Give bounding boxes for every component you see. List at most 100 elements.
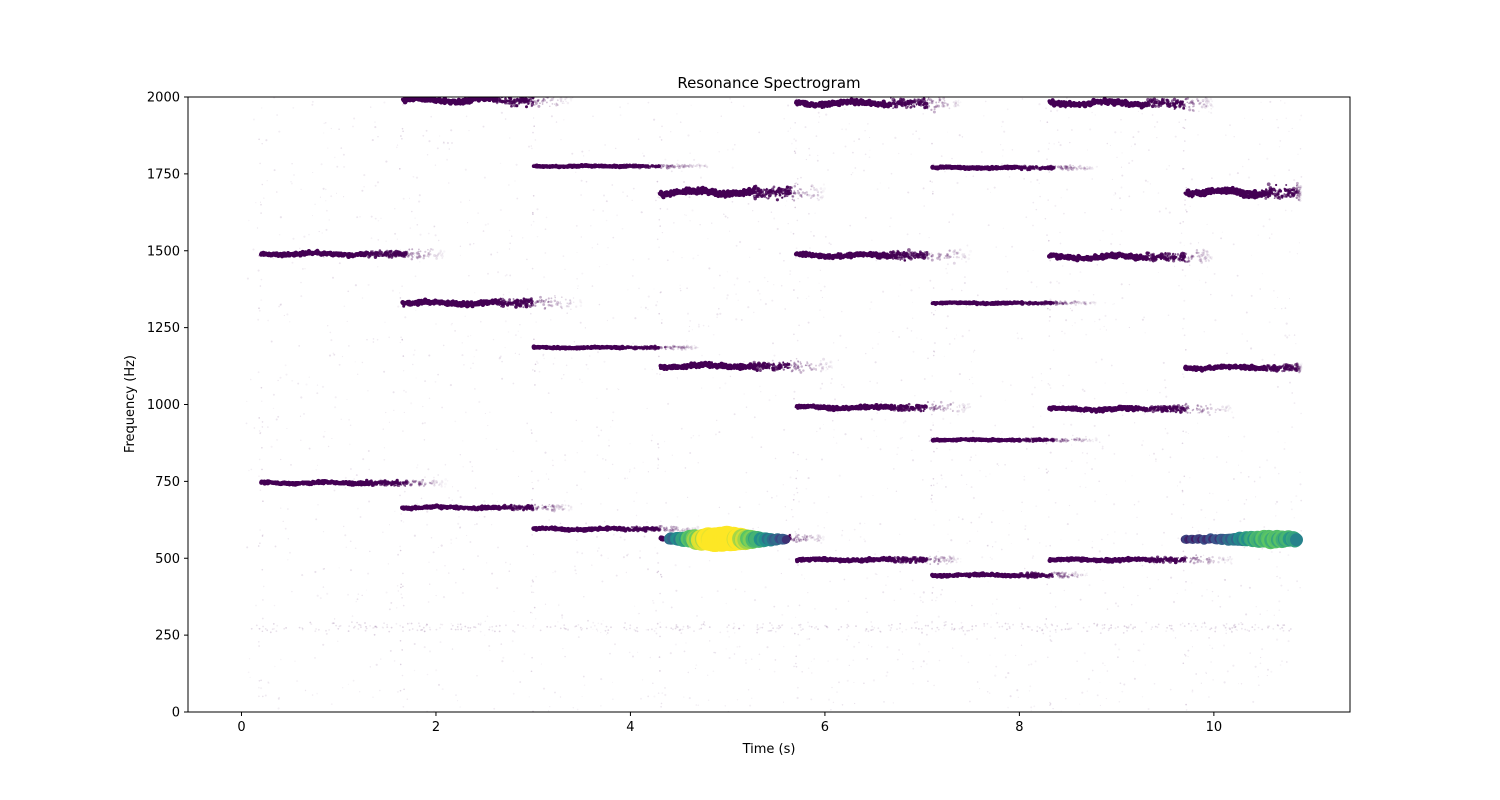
track-point (510, 105, 513, 108)
noise-point (612, 317, 614, 319)
noise-point (880, 182, 881, 183)
noise-point (600, 503, 601, 504)
noise-point (987, 691, 989, 693)
noise-point (415, 218, 416, 219)
noise-point (322, 232, 323, 233)
noise-point (777, 228, 779, 230)
noise-point (1263, 526, 1265, 528)
track-point (381, 483, 384, 486)
noise-point (721, 115, 722, 116)
track-point (532, 509, 534, 511)
band-point (460, 623, 462, 625)
noise-point (424, 476, 426, 478)
noise-point (1025, 525, 1027, 527)
noise-point (732, 201, 734, 203)
noise-point (643, 155, 645, 157)
noise-point (673, 251, 674, 252)
band-point (944, 625, 946, 627)
noise-point (1039, 183, 1040, 184)
noise-point (987, 545, 988, 546)
noise-point (887, 576, 888, 577)
noise-point (656, 552, 658, 554)
noise-point (460, 706, 461, 707)
noise-point (263, 197, 265, 199)
noise-point (1159, 211, 1161, 213)
noise-point (997, 463, 999, 465)
noise-point (1191, 178, 1193, 180)
band-point (587, 620, 589, 622)
noise-point (927, 680, 929, 682)
track-point (420, 256, 421, 257)
band-point (800, 624, 802, 626)
band-point (757, 624, 759, 626)
noise-point (582, 628, 583, 629)
noise-point (397, 306, 399, 308)
noise-point (435, 669, 437, 671)
track-point (549, 106, 550, 107)
noise-point (424, 422, 426, 424)
noise-point (397, 691, 399, 693)
noise-point (1092, 670, 1094, 672)
noise-point (371, 237, 373, 239)
noise-point (441, 545, 443, 547)
noise-point (492, 493, 493, 494)
noise-point (746, 472, 748, 474)
noise-point (1158, 579, 1159, 580)
noise-point (316, 693, 318, 695)
noise-point (289, 552, 291, 554)
noise-point (383, 459, 385, 461)
noise-point (597, 630, 598, 631)
band-point (769, 630, 771, 632)
noise-point (368, 469, 370, 471)
noise-point (473, 243, 474, 244)
noise-point (1218, 596, 1219, 597)
band-point (335, 625, 337, 627)
band-point (1171, 625, 1173, 627)
noise-point (805, 126, 807, 128)
band-point (494, 631, 496, 633)
noise-point (667, 259, 669, 261)
band-point (451, 628, 453, 630)
noise-point (833, 152, 835, 154)
noise-point (1117, 656, 1119, 658)
noise-point (1021, 645, 1022, 646)
band-point (1102, 624, 1104, 626)
noise-point (1062, 385, 1064, 387)
noise-point (389, 608, 391, 610)
noise-point (717, 132, 718, 133)
noise-point (1092, 547, 1094, 549)
noise-point (394, 233, 396, 235)
noise-point (1036, 179, 1038, 181)
noise-point (466, 116, 467, 117)
band-point (779, 627, 781, 629)
noise-point (749, 705, 751, 707)
noise-point (976, 638, 978, 640)
noise-point (1244, 547, 1246, 549)
noise-point (505, 118, 507, 120)
noise-point (871, 240, 872, 241)
noise-point (519, 324, 520, 325)
noise-point (865, 153, 867, 155)
noise-point (774, 671, 776, 673)
noise-point (316, 392, 318, 394)
noise-point (573, 707, 574, 708)
noise-point (689, 326, 690, 327)
noise-point (1065, 468, 1067, 470)
track-point (557, 99, 559, 101)
noise-point (353, 680, 355, 682)
noise-point (603, 620, 604, 621)
noise-point (599, 304, 601, 306)
noise-point (648, 162, 650, 164)
noise-point (537, 236, 539, 238)
noise-point (912, 661, 913, 662)
noise-point (397, 554, 399, 556)
track-point (378, 254, 381, 257)
noise-point (509, 292, 510, 293)
noise-point (1025, 216, 1027, 218)
noise-point (497, 271, 499, 273)
noise-point (435, 165, 436, 166)
noise-point (912, 318, 913, 319)
noise-point (946, 327, 948, 329)
noise-point (409, 198, 410, 199)
noise-point (1198, 111, 1199, 112)
